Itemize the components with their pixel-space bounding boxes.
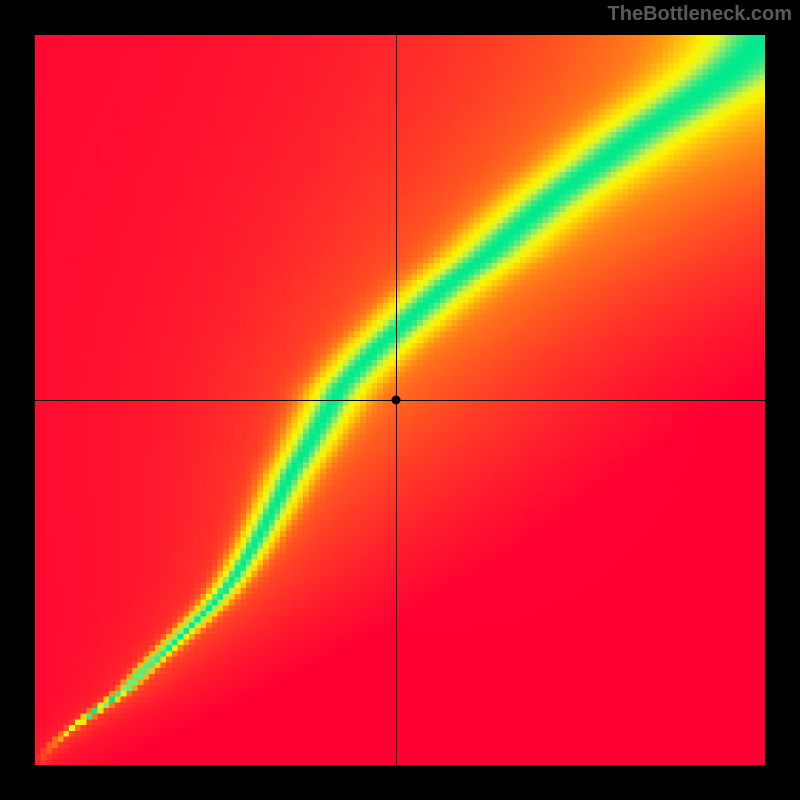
watermark-text: TheBottleneck.com — [608, 3, 792, 26]
chart-container: TheBottleneck.com — [0, 0, 800, 800]
crosshair-point — [392, 396, 401, 405]
heatmap-plot-area — [35, 35, 765, 765]
